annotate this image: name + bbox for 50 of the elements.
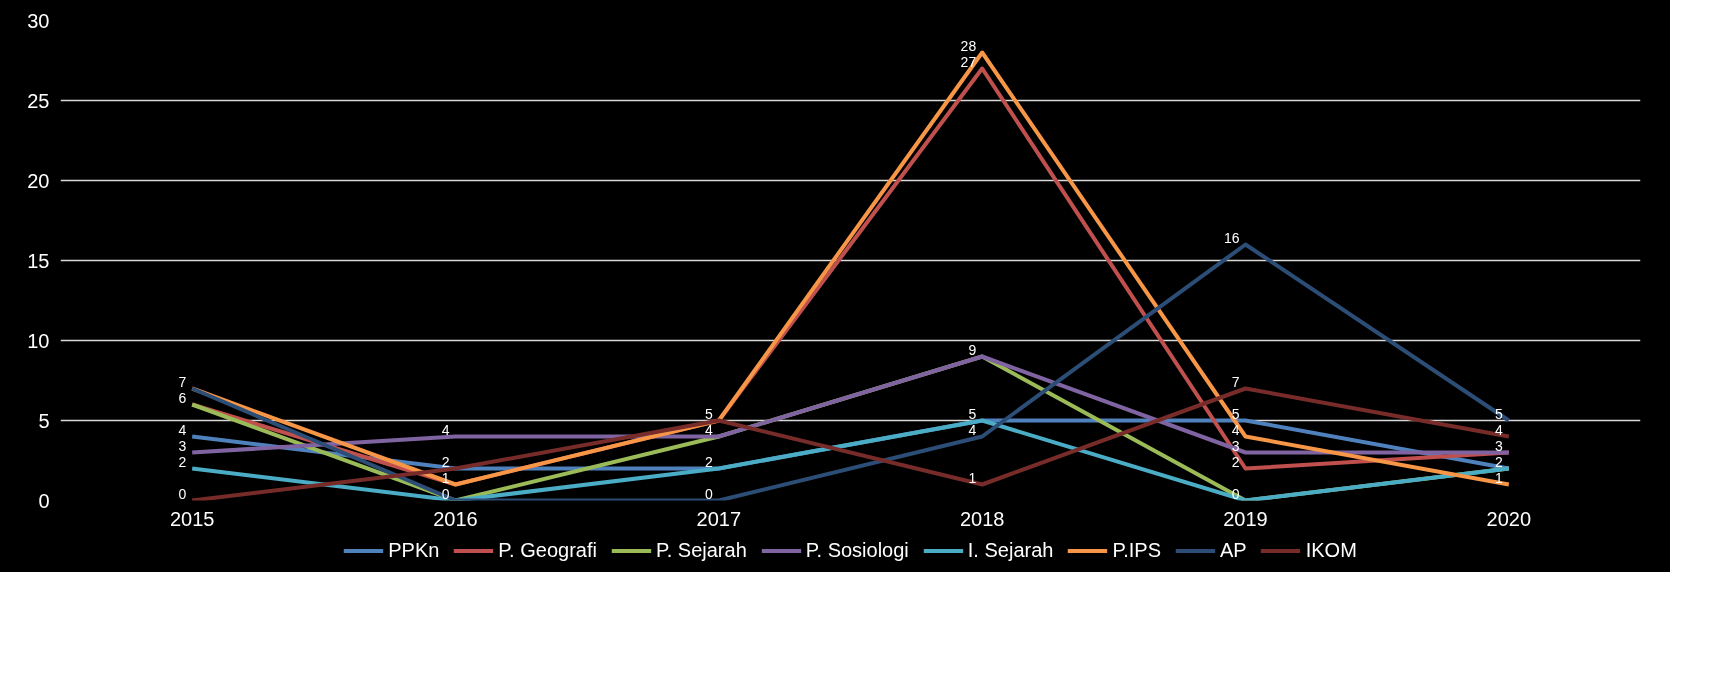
x-tick-label: 2020	[1486, 507, 1532, 530]
legend-label: IKOM	[1305, 538, 1357, 562]
x-tick-label: 2015	[169, 507, 215, 530]
line-series	[190, 242, 1511, 501]
data-label: 4	[1495, 421, 1504, 438]
data-label: 5	[705, 405, 714, 422]
data-label: 2	[1231, 453, 1240, 470]
x-tick-label: 2019	[1223, 507, 1268, 530]
data-label: 5	[1231, 405, 1240, 422]
data-label: 0	[178, 485, 187, 502]
data-label: 9	[968, 341, 977, 358]
legend-label: PPKn	[388, 538, 440, 562]
y-tick-label: 15	[27, 249, 50, 272]
y-tick-label: 5	[38, 409, 50, 432]
data-label: 4	[1231, 421, 1240, 438]
data-label: 1	[968, 469, 977, 486]
x-tick-label: 2016	[433, 507, 478, 530]
data-label: 7	[1231, 373, 1240, 390]
y-tick-label: 10	[27, 329, 50, 352]
data-label: 16	[1223, 229, 1240, 246]
legend-label: AP	[1219, 538, 1247, 562]
data-label: 0	[1231, 485, 1240, 502]
x-tick-label: 2018	[959, 507, 1005, 530]
legend-label: I. Sejarah	[967, 538, 1054, 562]
data-label: 4	[441, 421, 450, 438]
legend-label: P. Sosiologi	[805, 538, 909, 562]
data-label: 6	[178, 389, 187, 406]
legend-label: P. Sejarah	[655, 538, 747, 562]
data-label: 4	[968, 421, 977, 438]
data-label: 2	[441, 453, 450, 470]
legend-label: P. Geografi	[498, 538, 597, 562]
y-tick-label: 30	[27, 9, 50, 32]
data-label: 28	[960, 37, 977, 54]
y-tick-label: 0	[38, 489, 50, 512]
data-label: 0	[705, 485, 714, 502]
data-label: 2	[178, 453, 187, 470]
x-tick-label: 2017	[696, 507, 742, 530]
data-label: 3	[1495, 437, 1504, 454]
data-label: 5	[968, 405, 977, 422]
data-label: 2	[705, 453, 714, 470]
legend-label: P.IPS	[1112, 538, 1161, 562]
data-label: 7	[178, 373, 187, 390]
y-tick-label: 20	[27, 169, 50, 192]
data-label: 0	[441, 485, 450, 502]
data-label: 5	[1495, 405, 1504, 422]
line-series	[190, 386, 1511, 501]
data-label: 3	[178, 437, 187, 454]
data-label: 4	[178, 421, 187, 438]
data-label: 4	[705, 421, 714, 438]
y-tick-label: 25	[27, 89, 50, 112]
